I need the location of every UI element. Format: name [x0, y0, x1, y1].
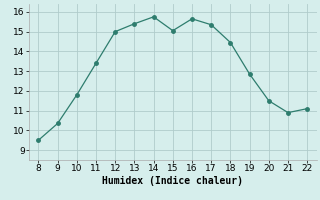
X-axis label: Humidex (Indice chaleur): Humidex (Indice chaleur)	[102, 176, 243, 186]
